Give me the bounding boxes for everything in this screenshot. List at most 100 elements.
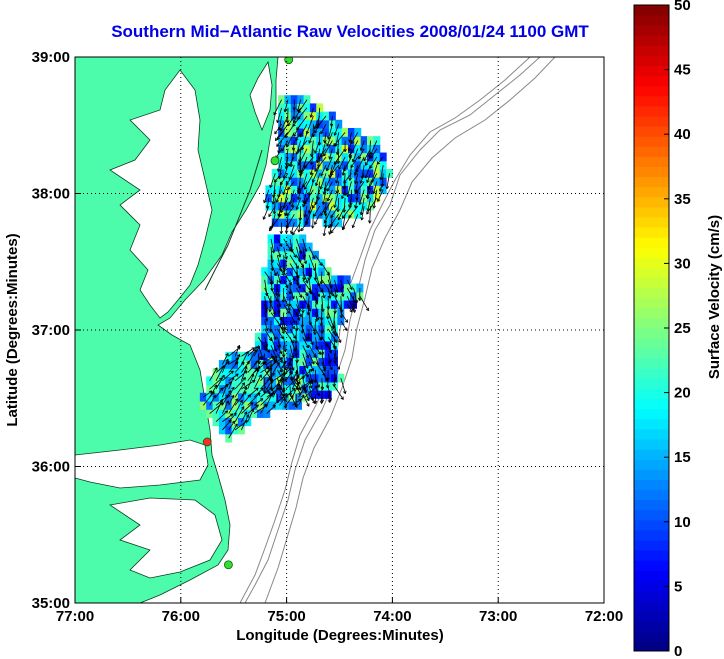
velocity-arrow (320, 123, 327, 134)
velocity-cell (311, 259, 319, 268)
velocity-arrow-head (312, 256, 316, 259)
velocity-arrow-head (323, 154, 327, 157)
velocity-arrow (263, 189, 270, 203)
velocity-arrow-head (288, 291, 291, 295)
velocity-arrow-head (295, 359, 298, 363)
velocity-arrow-head (284, 326, 287, 330)
velocity-cell (299, 267, 307, 276)
velocity-arrow-head (325, 224, 328, 228)
velocity-arrow (321, 361, 326, 372)
velocity-arrow-head (310, 369, 313, 373)
velocity-arrow-head (349, 287, 353, 290)
velocity-arrow-head (286, 145, 290, 148)
velocity-arrow-head (261, 398, 264, 402)
velocity-arrow-head (324, 140, 327, 143)
velocity-arrow (280, 115, 289, 132)
velocity-arrow (334, 369, 336, 381)
velocity-arrow-head (272, 201, 276, 205)
colorbar-swatch (634, 206, 669, 218)
velocity-arrow-head (310, 291, 313, 295)
velocity-arrow-head (332, 345, 335, 349)
velocity-arrow-head (321, 281, 324, 285)
velocity-arrow-head (317, 362, 320, 366)
colorbar-swatch (634, 156, 669, 167)
velocity-arrow-head (272, 404, 276, 407)
velocity-arrow (342, 205, 352, 219)
velocity-cell (328, 193, 336, 203)
velocity-arrow-head (236, 354, 240, 357)
velocity-arrow-head (279, 176, 282, 180)
velocity-arrow (266, 357, 276, 365)
colorbar-swatch (634, 539, 669, 551)
colorbar-swatch (634, 459, 669, 470)
velocity-arrow (241, 360, 250, 373)
velocity-arrow (349, 140, 359, 158)
velocity-arrow (296, 140, 302, 155)
velocity-arrow-head (287, 120, 290, 124)
velocity-cell (297, 177, 305, 186)
colorbar-swatch (634, 146, 669, 157)
velocity-arrow-head (302, 255, 306, 258)
velocity-arrow-head (244, 411, 247, 414)
velocity-arrow-head (225, 358, 229, 362)
velocity-arrow-head (295, 138, 299, 142)
velocity-arrow-head (279, 244, 283, 247)
velocity-arrow (302, 189, 308, 204)
velocity-arrow-head (320, 131, 324, 135)
velocity-arrow-head (324, 188, 328, 192)
velocity-arrow (315, 271, 320, 287)
velocity-arrow (333, 312, 335, 330)
velocity-arrow (228, 420, 235, 431)
velocity-arrow (308, 386, 314, 401)
velocity-arrow (264, 312, 268, 322)
velocity-arrow-head (280, 386, 283, 391)
velocity-cell (373, 193, 381, 203)
velocity-arrow (302, 246, 306, 258)
velocity-arrow (337, 205, 346, 221)
velocity-arrow-head (336, 357, 338, 361)
velocity-arrow-head (320, 323, 324, 327)
velocity-arrow (308, 132, 314, 144)
velocity-arrow-head (310, 114, 314, 118)
velocity-arrow-head (310, 274, 313, 278)
velocity-arrow (287, 181, 295, 190)
velocity-cell (360, 168, 368, 178)
velocity-arrow-head (235, 398, 239, 401)
velocity-arrow-head (341, 314, 344, 319)
velocity-arrow (228, 377, 234, 390)
velocity-arrow-head (282, 205, 285, 209)
velocity-arrow (327, 353, 331, 363)
velocity-arrow (321, 279, 332, 295)
velocity-arrow (209, 367, 218, 382)
velocity-arrow-head (303, 261, 307, 264)
velocity-cell (305, 267, 313, 276)
velocity-arrow (295, 132, 301, 141)
velocity-arrow-head (310, 225, 313, 229)
velocity-cell (373, 177, 381, 186)
velocity-arrow-head (282, 267, 285, 271)
velocity-arrow-head (259, 360, 261, 365)
velocity-arrow-head (257, 360, 259, 364)
velocity-cell (367, 168, 374, 178)
velocity-cell (225, 409, 233, 418)
velocity-arrow (279, 378, 284, 390)
velocity-arrow-head (269, 309, 272, 313)
velocity-cell (367, 177, 374, 186)
velocity-arrow (315, 304, 319, 320)
velocity-arrow-head (328, 156, 330, 160)
velocity-arrow (340, 287, 344, 297)
colorbar-swatch (634, 65, 669, 77)
velocity-arrow-head (283, 349, 286, 353)
velocity-arrow (314, 320, 316, 335)
velocity-arrow-head (307, 312, 311, 316)
velocity-arrow (321, 287, 325, 299)
velocity-arrow (228, 398, 239, 414)
velocity-arrow-head (273, 357, 276, 361)
velocity-arrow-head (361, 176, 365, 179)
velocity-arrow-head (327, 295, 331, 299)
velocity-arrow-head (315, 400, 318, 404)
velocity-arrow-head (341, 172, 344, 176)
velocity-arrow-head (322, 308, 325, 312)
velocity-arrow (283, 189, 289, 209)
velocity-arrow-head (331, 285, 333, 289)
